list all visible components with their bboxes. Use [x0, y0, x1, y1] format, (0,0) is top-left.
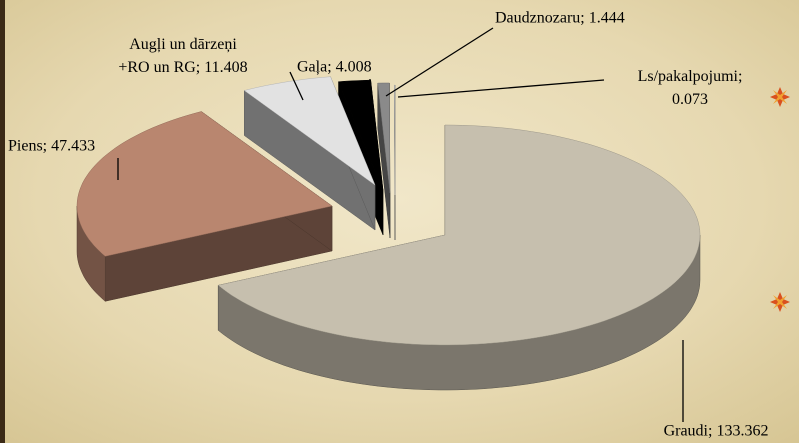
slice — [377, 82, 391, 194]
slice — [76, 111, 333, 257]
ornament — [770, 292, 790, 312]
leader-line — [289, 71, 304, 101]
leader-line — [397, 79, 605, 98]
pie — [76, 76, 701, 391]
data-label: Graudi; 133.362 — [664, 423, 769, 440]
data-label: Daudznozaru; 1.444 — [495, 10, 625, 27]
slice — [338, 79, 384, 191]
data-label: Ls/pakalpojumi; 0.073 — [638, 68, 743, 108]
leader-line — [385, 27, 494, 97]
slice — [394, 84, 396, 196]
slice — [217, 124, 701, 346]
data-label: Gaļa; 4.008 — [297, 59, 372, 76]
slice — [243, 76, 376, 186]
labels: Graudi; 133.362 Piens; 47.433 Augļi un dār… — [8, 10, 768, 440]
data-label: Augļi un dārzeņi +RO un RG; 11.408 — [118, 36, 247, 76]
border — [0, 0, 5, 443]
data-label: Piens; 47.433 — [8, 138, 95, 155]
ornament — [770, 87, 790, 107]
